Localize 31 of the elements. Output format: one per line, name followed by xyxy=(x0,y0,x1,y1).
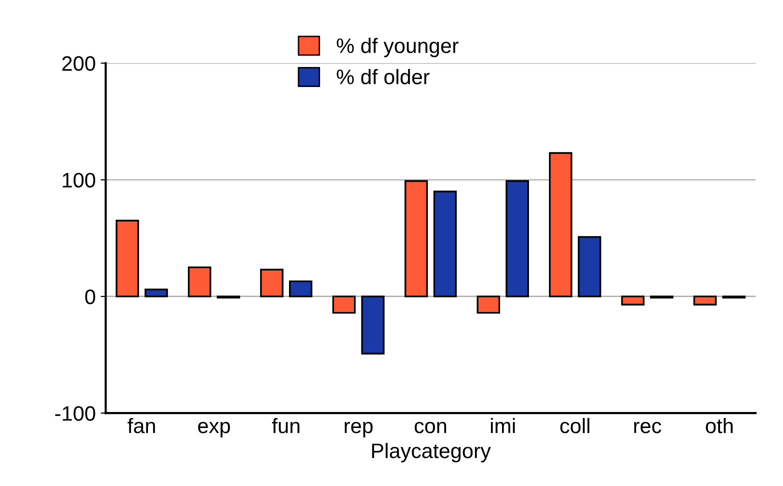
bar xyxy=(433,190,457,298)
y-tick-label: 200 xyxy=(62,56,96,71)
bar xyxy=(578,236,602,298)
bar xyxy=(289,280,312,298)
x-tick-label: con xyxy=(414,422,446,434)
bar xyxy=(116,220,140,298)
x-tick-label: imi xyxy=(490,418,515,434)
y-tick-label: -100 xyxy=(55,406,96,421)
legend-label: % df younger xyxy=(336,38,458,58)
bar xyxy=(693,296,717,306)
y-tick-label: 0 xyxy=(85,289,96,304)
bar xyxy=(506,180,529,298)
x-tick-label: exp xyxy=(198,422,230,438)
bar xyxy=(476,296,500,314)
x-tick-label: fun xyxy=(272,418,300,434)
x-tick-label: rec xyxy=(634,422,662,434)
bar xyxy=(404,180,428,298)
x-axis-title: Playcategory xyxy=(372,442,491,462)
bar xyxy=(188,266,212,298)
bar xyxy=(361,296,385,354)
x-tick-label: oth xyxy=(706,418,733,434)
x-tick-label: rep xyxy=(344,422,373,438)
x-tick-label: fan xyxy=(128,418,155,434)
bar xyxy=(548,152,572,298)
bar xyxy=(260,268,284,298)
bar xyxy=(332,296,356,314)
legend-label: % df older xyxy=(336,69,430,84)
bar xyxy=(621,296,645,306)
bar xyxy=(144,288,168,298)
y-tick-label: 100 xyxy=(62,172,96,188)
x-tick-label: coll xyxy=(560,418,590,434)
